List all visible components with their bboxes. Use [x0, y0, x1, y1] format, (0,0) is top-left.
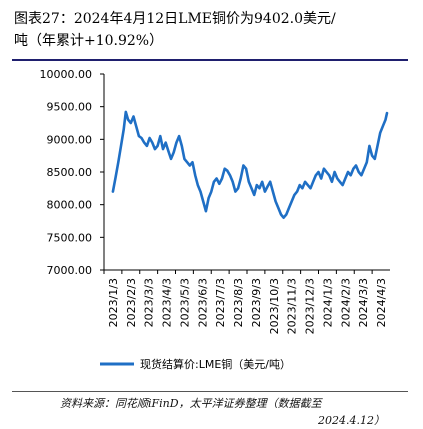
title-line-2: 吨（年累计+10.92%）: [14, 33, 164, 49]
source-line-2: 2024.4.12）: [318, 414, 385, 427]
x-tick-label: 2023/2/3: [125, 278, 138, 327]
x-tick-label: 2023/12/3: [304, 278, 317, 334]
y-tick-label: 7000.00: [47, 264, 93, 277]
x-tick-label: 2024/2/3: [339, 278, 352, 327]
x-tick-label: 2023/1/3: [107, 278, 120, 327]
source-note: 资料来源：同花顺iFinD，太平洋证券整理（数据截至 2024.4.12）: [60, 395, 420, 429]
x-tick-label: 2023/7/3: [214, 278, 227, 327]
y-tick-label: 7500.00: [47, 231, 93, 244]
x-tick-label: 2023/5/3: [178, 278, 191, 327]
x-tick-label: 2023/10/3: [268, 278, 281, 334]
x-tick-label: 2023/6/3: [196, 278, 209, 327]
series-line-lme-copper: [111, 110, 389, 219]
y-tick-label: 9500.00: [47, 101, 93, 114]
chart-title: 图表27：2024年4月12日LME铜价为9402.0美元/ 吨（年累计+10.…: [14, 8, 414, 52]
title-rule: [12, 59, 408, 61]
x-tick-label: 2024/3/3: [357, 278, 370, 327]
x-tick-label: 2024/4/3: [375, 278, 388, 327]
legend-label: 现货结算价:LME铜（美元/吨）: [140, 357, 291, 371]
x-tick-label: 2023/11/3: [286, 278, 299, 334]
y-tick-label: 8000.00: [47, 199, 93, 212]
y-tick-label: 8500.00: [47, 166, 93, 179]
x-tick-label: 2023/4/3: [161, 278, 174, 327]
source-rule: [12, 391, 408, 392]
title-line-1: 图表27：2024年4月12日LME铜价为9402.0美元/: [14, 11, 336, 27]
x-tick-label: 2023/8/3: [232, 278, 245, 327]
y-tick-label: 9000.00: [47, 133, 93, 146]
x-tick-label: 2023/9/3: [250, 278, 263, 327]
source-line-1: 资料来源：同花顺iFinD，太平洋证券整理（数据截至: [60, 397, 322, 410]
x-tick-label: 2024/1/3: [321, 278, 334, 327]
x-tick-label: 2023/3/3: [143, 278, 156, 327]
y-tick-label: 10000.00: [40, 68, 93, 81]
line-chart: 7000.00 7500.00 8000.00 8500.00 9000.00 9500.…: [40, 68, 390, 371]
